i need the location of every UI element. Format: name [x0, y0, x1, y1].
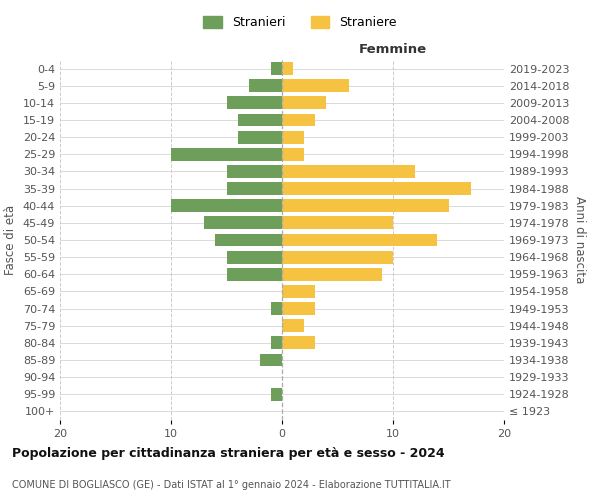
- Bar: [282, 96, 326, 110]
- Bar: [260, 354, 282, 366]
- Y-axis label: Fasce di età: Fasce di età: [4, 205, 17, 275]
- Bar: [227, 165, 282, 178]
- Bar: [227, 96, 282, 110]
- Bar: [227, 268, 282, 280]
- Bar: [238, 130, 282, 143]
- Bar: [204, 216, 282, 230]
- Bar: [282, 182, 471, 195]
- Bar: [227, 250, 282, 264]
- Bar: [282, 285, 316, 298]
- Bar: [271, 336, 282, 349]
- Bar: [282, 250, 393, 264]
- Bar: [282, 62, 293, 75]
- Bar: [171, 148, 282, 160]
- Bar: [271, 388, 282, 400]
- Bar: [249, 80, 282, 92]
- Bar: [282, 336, 316, 349]
- Bar: [271, 62, 282, 75]
- Text: Femmine: Femmine: [359, 44, 427, 57]
- Legend: Stranieri, Straniere: Stranieri, Straniere: [198, 11, 402, 34]
- Bar: [282, 165, 415, 178]
- Bar: [215, 234, 282, 246]
- Bar: [282, 80, 349, 92]
- Bar: [282, 200, 449, 212]
- Bar: [282, 114, 316, 126]
- Bar: [282, 216, 393, 230]
- Bar: [271, 302, 282, 315]
- Bar: [282, 130, 304, 143]
- Text: Popolazione per cittadinanza straniera per età e sesso - 2024: Popolazione per cittadinanza straniera p…: [12, 448, 445, 460]
- Bar: [227, 182, 282, 195]
- Bar: [282, 320, 304, 332]
- Bar: [282, 268, 382, 280]
- Bar: [171, 200, 282, 212]
- Bar: [282, 148, 304, 160]
- Text: COMUNE DI BOGLIASCO (GE) - Dati ISTAT al 1° gennaio 2024 - Elaborazione TUTTITAL: COMUNE DI BOGLIASCO (GE) - Dati ISTAT al…: [12, 480, 451, 490]
- Bar: [282, 302, 316, 315]
- Y-axis label: Anni di nascita: Anni di nascita: [573, 196, 586, 284]
- Bar: [282, 234, 437, 246]
- Bar: [238, 114, 282, 126]
